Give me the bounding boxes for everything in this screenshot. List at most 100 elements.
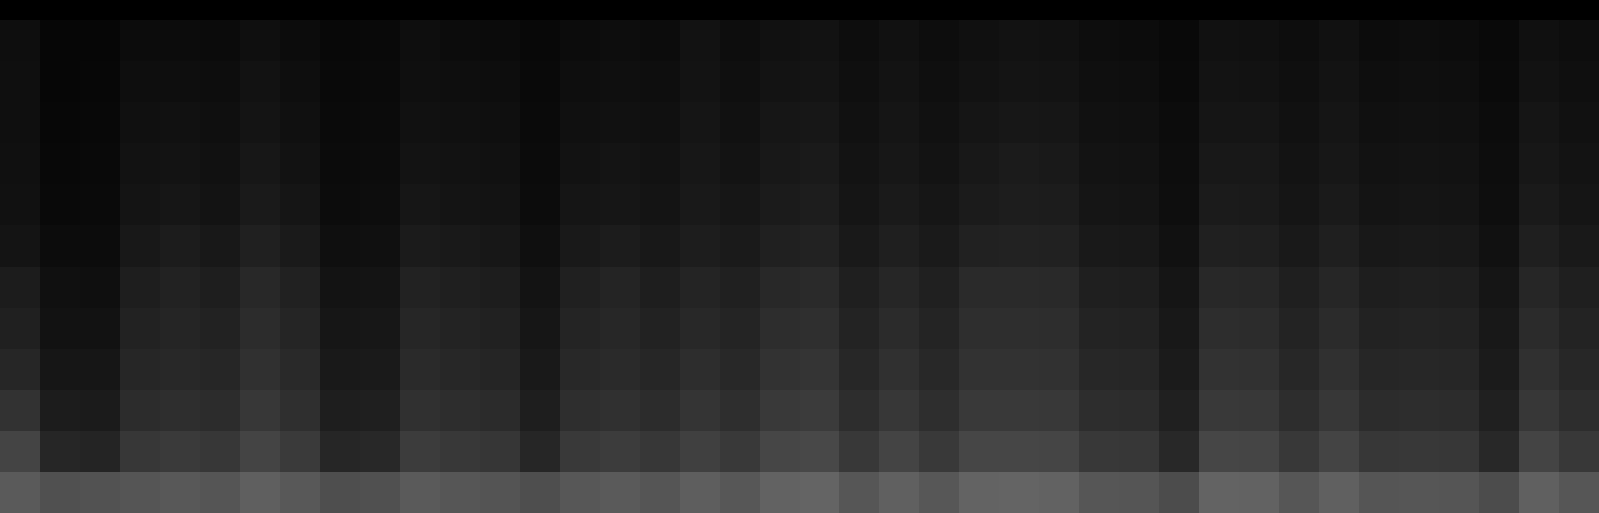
cell — [1359, 308, 1399, 350]
cell — [440, 102, 480, 144]
cell — [80, 431, 120, 473]
cell — [0, 267, 40, 309]
cell — [680, 184, 720, 226]
cell — [400, 267, 440, 309]
cell — [1559, 267, 1599, 309]
cell — [1199, 20, 1239, 62]
cell — [879, 267, 919, 309]
cell — [919, 20, 959, 62]
cell — [1239, 61, 1279, 103]
cell — [919, 349, 959, 391]
cell — [999, 390, 1039, 432]
cell — [560, 267, 600, 309]
cell — [520, 102, 560, 144]
cell — [1559, 390, 1599, 432]
cell — [1439, 184, 1479, 226]
cell — [520, 431, 560, 473]
cell — [1479, 102, 1519, 144]
cell — [959, 184, 999, 226]
cell — [879, 143, 919, 185]
cell — [1359, 20, 1399, 62]
cell — [560, 20, 600, 62]
cell — [959, 61, 999, 103]
cell — [800, 61, 840, 103]
cell — [280, 225, 320, 267]
cell — [839, 267, 879, 309]
cell — [280, 472, 320, 513]
cell — [839, 225, 879, 267]
cell — [760, 308, 800, 350]
cell — [999, 61, 1039, 103]
cell — [200, 472, 240, 513]
cell — [1319, 390, 1359, 432]
cell — [1199, 308, 1239, 350]
cell — [1159, 184, 1199, 226]
cell — [1039, 184, 1079, 226]
cell — [1079, 390, 1119, 432]
cell — [1239, 390, 1279, 432]
cell — [80, 225, 120, 267]
cell — [999, 308, 1039, 350]
cell — [200, 184, 240, 226]
cell — [480, 431, 520, 473]
cell — [839, 143, 879, 185]
cell — [560, 225, 600, 267]
cell — [400, 472, 440, 513]
cell — [999, 431, 1039, 473]
cell — [160, 390, 200, 432]
cell — [1479, 225, 1519, 267]
cell — [600, 349, 640, 391]
cell — [760, 184, 800, 226]
cell — [1239, 102, 1279, 144]
cell — [919, 308, 959, 350]
cell — [360, 143, 400, 185]
cell — [1239, 20, 1279, 62]
cell — [1519, 267, 1559, 309]
cell — [1159, 61, 1199, 103]
cell — [640, 102, 680, 144]
cell — [800, 349, 840, 391]
cell — [240, 308, 280, 350]
cell — [480, 308, 520, 350]
cell — [200, 431, 240, 473]
cell — [919, 102, 959, 144]
cell — [1079, 349, 1119, 391]
cell — [480, 225, 520, 267]
cell — [1519, 184, 1559, 226]
cell — [1439, 431, 1479, 473]
cell — [80, 349, 120, 391]
cell — [1519, 308, 1559, 350]
cell — [160, 184, 200, 226]
cell — [0, 20, 40, 62]
cell — [440, 431, 480, 473]
cell — [440, 184, 480, 226]
cell — [520, 143, 560, 185]
cell — [1439, 267, 1479, 309]
cell — [1039, 143, 1079, 185]
cell — [1279, 225, 1319, 267]
cell — [280, 20, 320, 62]
cell — [1279, 267, 1319, 309]
cell — [480, 349, 520, 391]
cell — [0, 102, 40, 144]
cell — [999, 225, 1039, 267]
cell — [680, 225, 720, 267]
cell — [320, 184, 360, 226]
cell — [80, 102, 120, 144]
cell — [879, 390, 919, 432]
cell — [760, 143, 800, 185]
cell — [760, 61, 800, 103]
cell — [800, 225, 840, 267]
cell — [1519, 431, 1559, 473]
cell — [360, 225, 400, 267]
cell — [440, 308, 480, 350]
cell — [1199, 225, 1239, 267]
cell — [720, 225, 760, 267]
cell — [240, 184, 280, 226]
cell — [959, 390, 999, 432]
cell — [720, 390, 760, 432]
cell — [760, 390, 800, 432]
cell — [879, 20, 919, 62]
cell — [1359, 472, 1399, 513]
cell — [720, 308, 760, 350]
